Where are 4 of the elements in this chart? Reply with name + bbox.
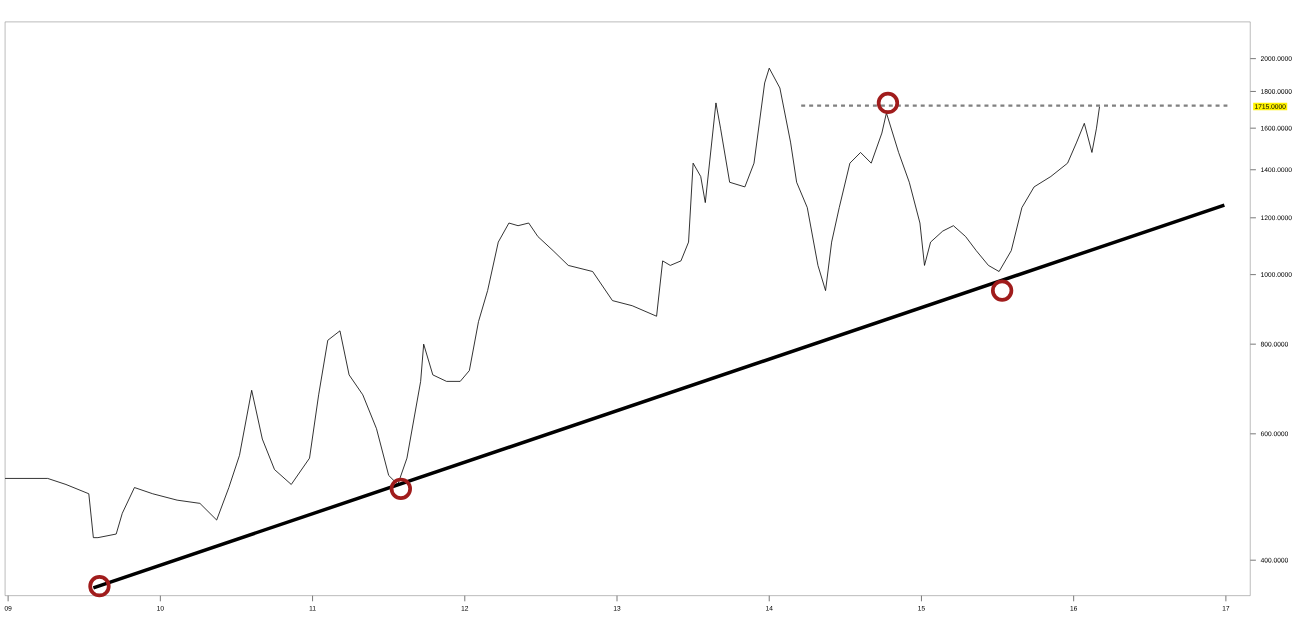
point	[876, 91, 900, 115]
point	[389, 477, 413, 501]
point	[88, 575, 111, 598]
point	[990, 279, 1014, 302]
